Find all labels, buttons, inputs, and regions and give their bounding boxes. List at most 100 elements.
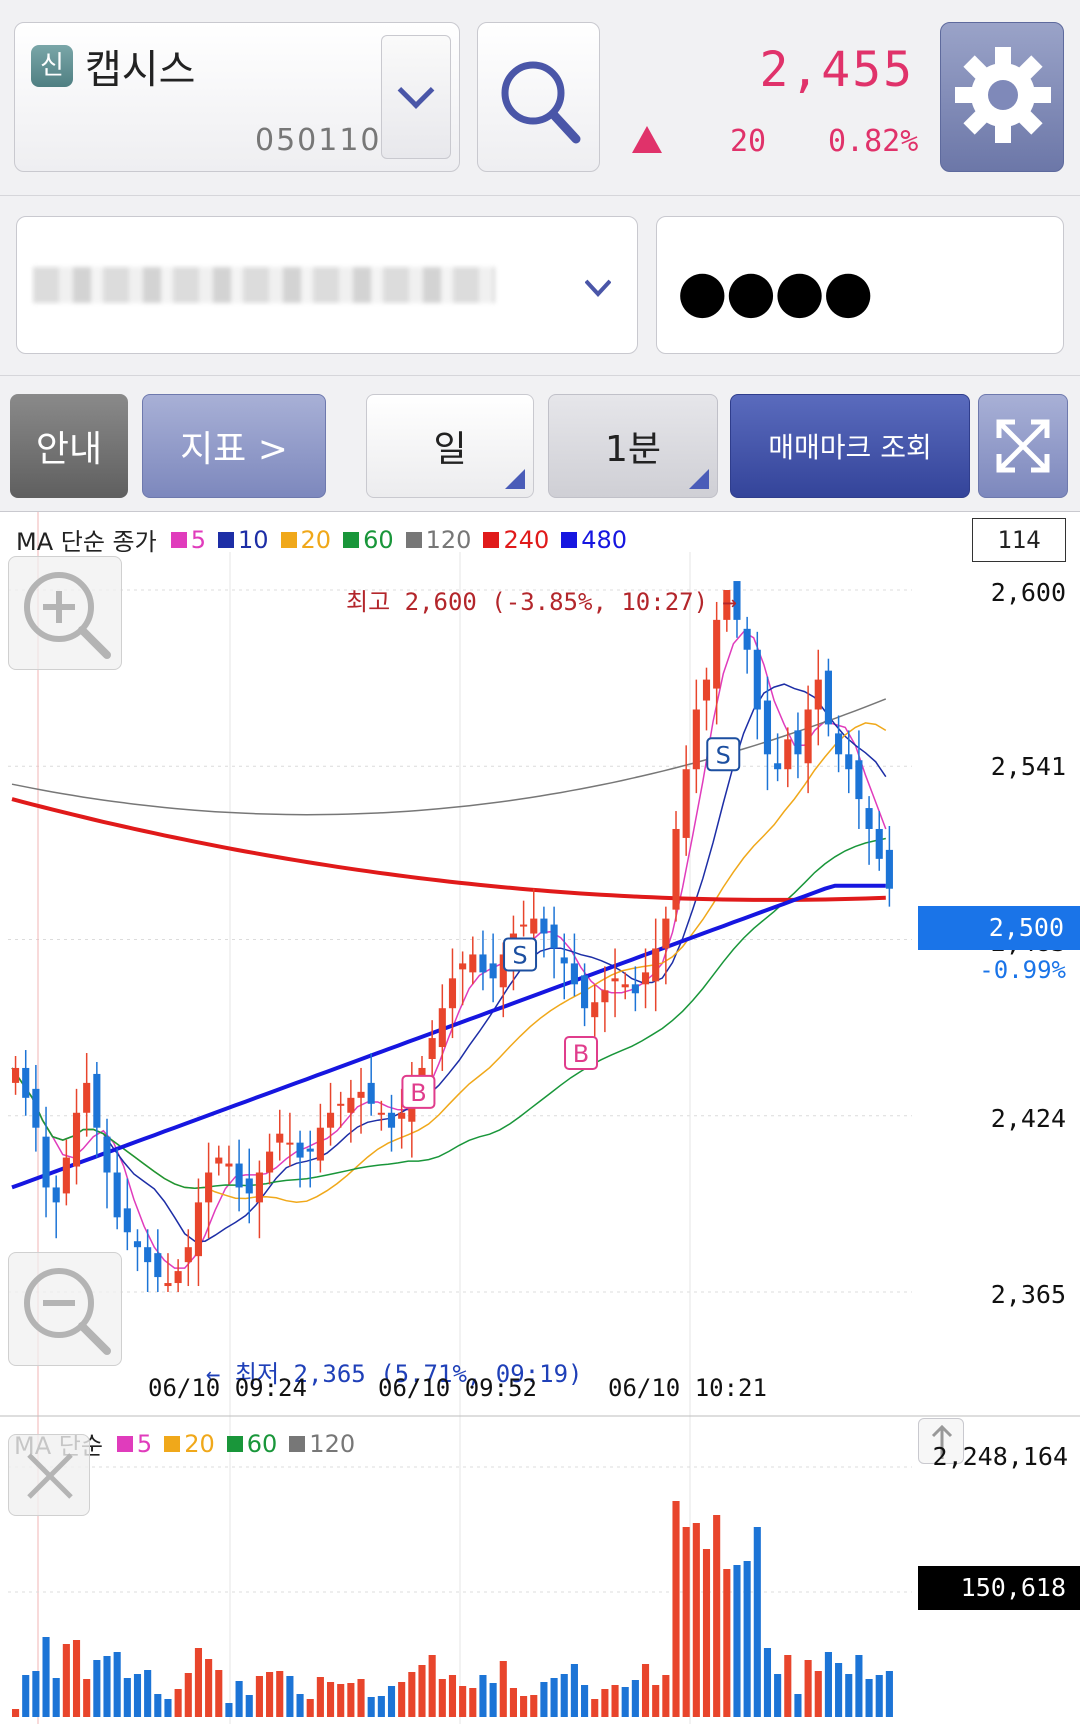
volume-bar [885, 1671, 893, 1717]
guide-button[interactable]: 안내 [10, 394, 128, 498]
candle-body [113, 1172, 121, 1218]
search-icon [501, 61, 581, 144]
volume-bar [367, 1697, 375, 1717]
candle-body [855, 760, 863, 800]
candle-body [591, 1002, 599, 1018]
volume-bar [22, 1675, 30, 1717]
candle-body [276, 1133, 284, 1143]
price-change-pct: 0.82% [828, 124, 919, 159]
volume-bar [184, 1673, 192, 1717]
candle-body [652, 948, 660, 982]
trade-mark-label: B [573, 1040, 589, 1068]
search-button[interactable] [477, 22, 600, 172]
ma-legend-item-swatch [561, 531, 578, 548]
trade-mark-label: S [716, 741, 731, 769]
candle-body [682, 769, 690, 838]
candle-body [83, 1082, 91, 1113]
volume-bar [377, 1696, 385, 1717]
volume-bar [509, 1688, 517, 1717]
candle-body [22, 1067, 30, 1098]
candle-body [499, 954, 507, 988]
candle-body [144, 1247, 152, 1263]
price-axis-label: 2,365 [990, 1280, 1066, 1309]
ma-legend-item-240: 240 [483, 526, 549, 554]
volume-bar [123, 1678, 131, 1717]
candle-body [306, 1148, 314, 1152]
settings-button[interactable] [940, 22, 1064, 172]
zoom-out-button[interactable] [8, 1252, 122, 1366]
ma-legend-item-20: 20 [280, 526, 331, 554]
candle-body [398, 1112, 406, 1119]
volume-bar [865, 1679, 873, 1717]
candle-body [133, 1241, 142, 1248]
candle-body [42, 1136, 50, 1188]
volume-bar [306, 1699, 314, 1717]
candle-body [154, 1253, 162, 1278]
chevron-down-icon [397, 72, 435, 109]
candle-body [824, 670, 832, 725]
volume-bar [845, 1674, 853, 1717]
trade-mark-label: 매매마크 조회 [768, 431, 932, 464]
volume-bar [174, 1689, 182, 1717]
volume-bar [42, 1637, 50, 1717]
candle-count-box[interactable]: 114 [972, 518, 1066, 562]
account-selector[interactable] [16, 216, 638, 354]
interval-select[interactable]: 1분 [548, 394, 718, 498]
candle-body [245, 1178, 253, 1194]
candle-body [814, 679, 822, 710]
candle-body [377, 1112, 385, 1115]
candle-body [326, 1112, 335, 1128]
volume-bar [469, 1688, 477, 1717]
stock-dropdown-button[interactable] [381, 35, 451, 159]
volume-bar [713, 1515, 721, 1717]
candle-body [286, 1142, 294, 1145]
ma-legend-item-5: 5 [170, 526, 206, 554]
volume-bar [194, 1648, 203, 1717]
ma-legend-item-swatch [343, 531, 360, 548]
volume-bar [570, 1664, 578, 1717]
volume-bar [113, 1652, 121, 1717]
stock-selector[interactable]: 신 캡시스 050110 [14, 22, 460, 172]
volume-bar [479, 1675, 487, 1717]
dropdown-corner-icon [689, 469, 709, 489]
volume-legend-item-label: 5 [136, 1429, 153, 1458]
indicator-button[interactable]: 지표 > [142, 394, 326, 498]
scroll-up-button[interactable] [918, 1418, 964, 1464]
candle-body [611, 978, 619, 982]
ma480-line [11, 883, 886, 1190]
volume-bar [753, 1527, 761, 1717]
volume-bar [144, 1670, 152, 1717]
volume-bar [550, 1678, 558, 1717]
candle-body [845, 754, 853, 770]
volume-bar [418, 1665, 426, 1717]
trade-mark-button[interactable]: 매매마크 조회 [730, 394, 970, 498]
candle-body [337, 1103, 345, 1106]
volume-legend-item-swatch [226, 1435, 243, 1452]
current-price: 2,455 [759, 42, 914, 98]
volume-bar [72, 1640, 81, 1717]
password-field[interactable]: ●●●● [656, 216, 1064, 354]
ma-legend-item-swatch [280, 531, 297, 548]
zoom-out-icon [24, 1268, 111, 1355]
gear-icon [955, 47, 1051, 143]
volume-bar [215, 1670, 223, 1717]
volume-bar [540, 1682, 548, 1717]
volume-bar [733, 1565, 741, 1717]
price-chart[interactable]: S S B B [0, 512, 1080, 1724]
volume-bar [337, 1684, 345, 1717]
credit-badge: 신 [31, 45, 73, 87]
volume-bar [631, 1680, 639, 1717]
chart-area[interactable]: S S B B MA 단순 종가 5 10 20 60 120 240 480 114 2,600… [0, 512, 1080, 1724]
time-axis-label: 06/10 10:21 [608, 1374, 767, 1402]
ma240-line [11, 797, 886, 902]
period-select[interactable]: 일 [366, 394, 534, 498]
volume-bar [347, 1683, 355, 1717]
volume-bar [591, 1699, 599, 1717]
volume-legend-item-swatch [164, 1435, 181, 1452]
candle-body [255, 1172, 263, 1203]
volume-bar [296, 1694, 304, 1717]
close-volume-button[interactable] [8, 1434, 90, 1516]
volume-current-marker: 150,618 [918, 1566, 1080, 1610]
zoom-in-button[interactable] [8, 556, 122, 670]
expand-button[interactable] [978, 394, 1068, 498]
